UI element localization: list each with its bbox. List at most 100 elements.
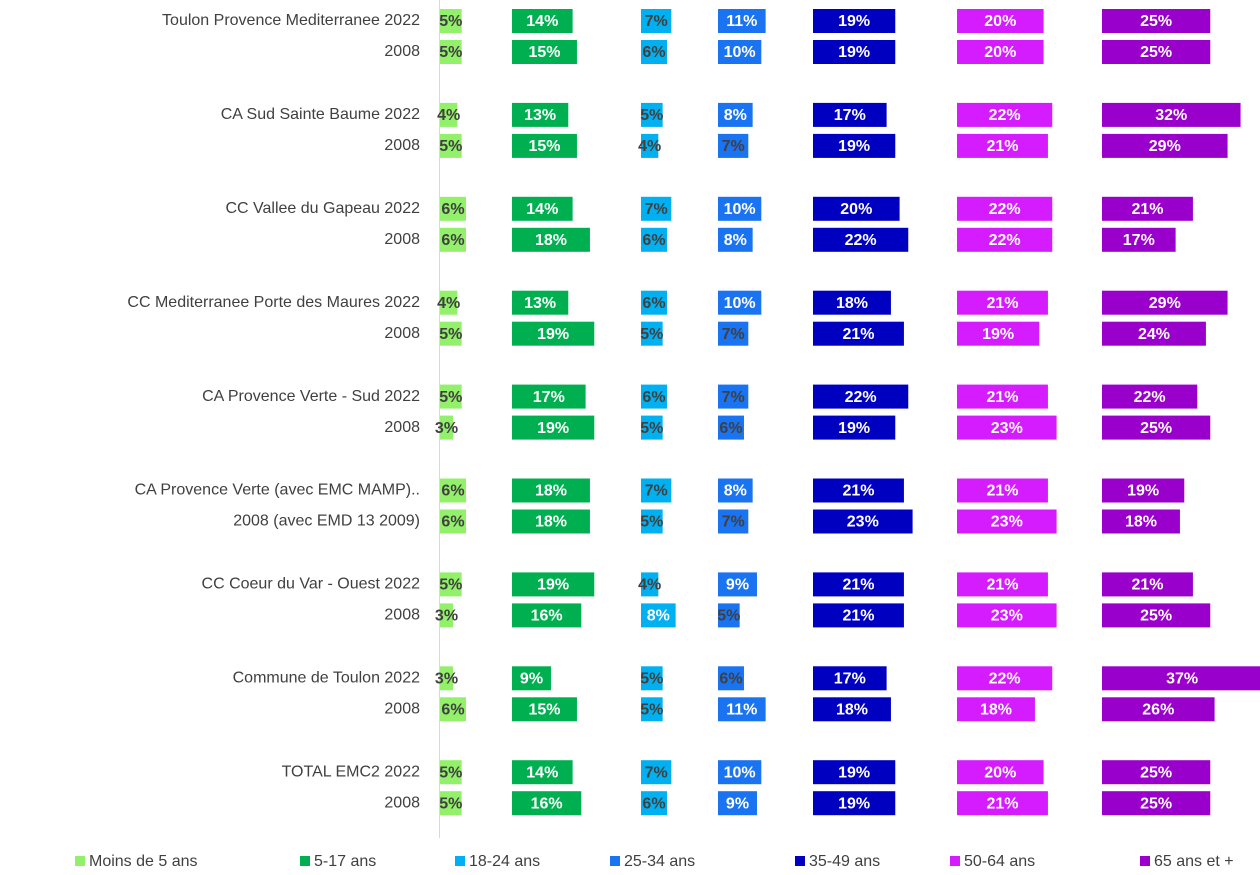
data-label: 21% — [1131, 201, 1163, 218]
legend-swatch — [610, 856, 620, 866]
bar — [813, 415, 896, 440]
legend-swatch — [455, 856, 465, 866]
bar — [512, 509, 590, 534]
data-label: 23% — [991, 420, 1023, 437]
legend-swatch — [75, 856, 85, 866]
bar — [718, 384, 749, 409]
category-label: CA Sud Sainte Baume 2022 — [221, 106, 420, 123]
category-label: 2008 — [384, 325, 420, 342]
bar — [1102, 791, 1211, 816]
data-label: 7% — [722, 138, 745, 155]
data-label: 29% — [1149, 295, 1181, 312]
data-label: 19% — [537, 577, 569, 594]
bar — [641, 603, 676, 628]
data-label: 19% — [537, 420, 569, 437]
data-label: 19% — [838, 795, 870, 812]
bar — [957, 509, 1057, 534]
bar — [512, 40, 577, 64]
bar — [641, 321, 663, 346]
category-label: Commune de Toulon 2022 — [233, 670, 420, 687]
bar — [641, 791, 667, 816]
bar — [512, 478, 590, 503]
category-label: CC Mediterranee Porte des Maures 2022 — [127, 294, 420, 311]
data-label: 21% — [842, 326, 874, 343]
category-label: CC Coeur du Var - Ouest 2022 — [202, 576, 421, 593]
bar — [440, 572, 462, 597]
bar — [512, 102, 569, 127]
data-label: 22% — [989, 107, 1021, 124]
bar — [440, 133, 462, 158]
data-label: 3% — [435, 420, 458, 437]
bar — [512, 415, 595, 440]
bar — [512, 196, 573, 221]
bar — [641, 133, 659, 158]
data-label: 13% — [524, 107, 556, 124]
data-label: 25% — [1140, 608, 1172, 625]
bar — [718, 697, 766, 722]
bar — [718, 478, 753, 503]
data-label: 20% — [984, 13, 1016, 30]
data-label: 9% — [520, 671, 543, 688]
data-label: 7% — [645, 201, 668, 218]
bar — [1102, 603, 1211, 628]
bar — [512, 760, 573, 785]
data-label: 21% — [986, 389, 1018, 406]
bar — [641, 290, 667, 315]
data-label: 18% — [836, 295, 868, 312]
data-label: 15% — [528, 44, 560, 61]
bar — [718, 509, 749, 534]
bar — [1102, 572, 1193, 597]
bar — [641, 40, 667, 64]
data-label: 24% — [1138, 326, 1170, 343]
data-label: 10% — [724, 295, 756, 312]
bar — [1102, 760, 1211, 785]
bar — [813, 196, 900, 221]
bar — [440, 697, 466, 722]
bar — [440, 666, 453, 691]
category-label: 2008 — [384, 794, 420, 811]
bar — [813, 40, 896, 64]
bar — [641, 227, 667, 252]
data-label: 10% — [724, 201, 756, 218]
bar — [1102, 227, 1176, 252]
data-label: 19% — [982, 326, 1014, 343]
data-label: 6% — [642, 44, 665, 61]
bar — [1102, 321, 1206, 346]
data-label: 17% — [1123, 232, 1155, 249]
data-label: 18% — [980, 702, 1012, 719]
data-label: 5% — [640, 420, 663, 437]
bar — [718, 603, 740, 628]
data-label: 19% — [838, 44, 870, 61]
bar — [813, 290, 891, 315]
bar — [957, 9, 1044, 33]
data-label: 6% — [441, 483, 464, 500]
bar — [718, 572, 757, 597]
data-label: 7% — [722, 389, 745, 406]
data-label: 15% — [528, 138, 560, 155]
bar — [512, 384, 586, 409]
bar — [813, 9, 896, 33]
data-label: 6% — [719, 671, 742, 688]
bar — [718, 102, 753, 127]
bar — [512, 572, 595, 597]
data-label: 8% — [647, 608, 670, 625]
bar — [512, 133, 577, 158]
bar — [957, 603, 1057, 628]
legend-label: 5-17 ans — [314, 853, 376, 870]
data-label: 20% — [984, 44, 1016, 61]
data-label: 11% — [726, 702, 757, 719]
data-label: 5% — [439, 764, 462, 781]
bar — [641, 572, 659, 597]
bar — [440, 603, 453, 628]
data-label: 19% — [537, 326, 569, 343]
data-label: 18% — [535, 232, 567, 249]
data-label: 32% — [1155, 107, 1187, 124]
data-label: 26% — [1142, 702, 1174, 719]
bar — [957, 478, 1048, 503]
data-label: 4% — [437, 295, 460, 312]
bar — [718, 9, 766, 33]
bar — [957, 760, 1044, 785]
bar — [512, 290, 569, 315]
bar — [440, 384, 462, 409]
data-label: 4% — [638, 577, 661, 594]
